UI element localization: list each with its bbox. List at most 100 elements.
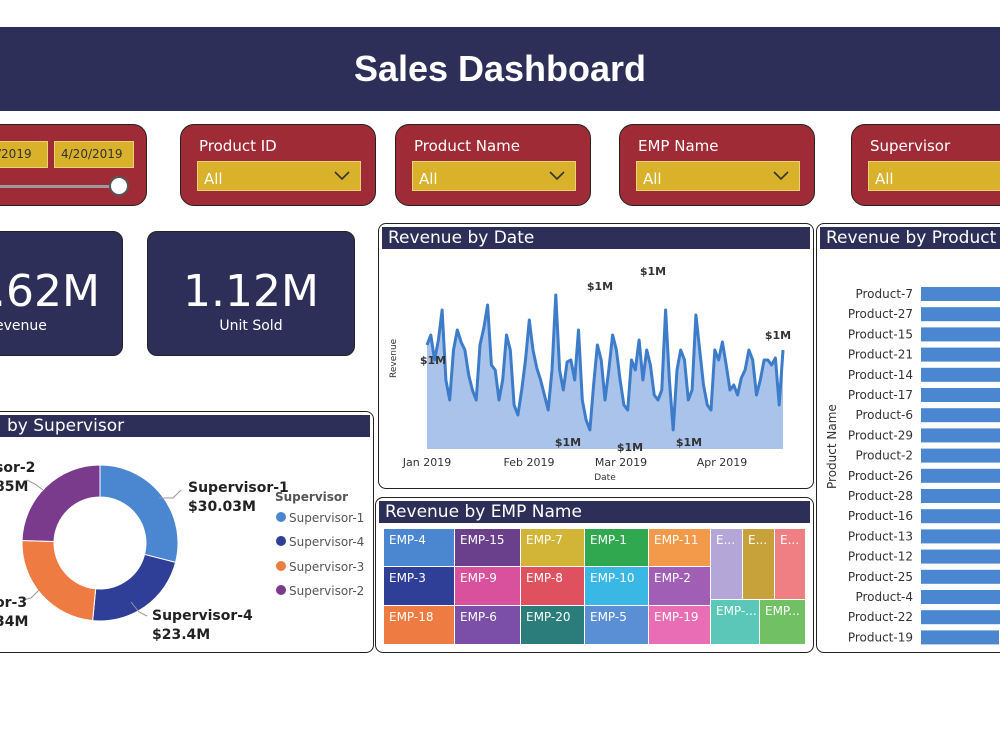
product-bar[interactable] xyxy=(921,489,1000,503)
treemap-tile[interactable]: EMP-19 xyxy=(649,606,710,644)
data-label: $1M xyxy=(765,329,791,342)
treemap-tile[interactable]: EMP-15 xyxy=(455,529,520,566)
product-bar[interactable] xyxy=(921,549,1000,564)
y-tick-label: Product-4 xyxy=(855,590,913,604)
kpi-label: Unit Sold xyxy=(219,318,283,334)
product-id-dropdown[interactable]: All xyxy=(197,161,361,191)
slicer-label: Supervisor xyxy=(870,137,951,155)
treemap-tile[interactable]: E... xyxy=(743,529,774,599)
treemap-tile[interactable]: EMP-8 xyxy=(521,567,584,605)
product-bar[interactable] xyxy=(921,388,1000,402)
supervisor-dropdown[interactable]: All xyxy=(868,161,1000,191)
legend-item[interactable]: Supervisor-1 xyxy=(276,511,364,525)
y-tick-label: Product-12 xyxy=(848,550,913,564)
product-bar[interactable] xyxy=(921,367,1000,382)
product-name-dropdown[interactable]: All xyxy=(412,161,576,191)
product-bar[interactable] xyxy=(921,630,999,645)
product-bar[interactable] xyxy=(921,529,1000,544)
revenue-area xyxy=(427,295,783,449)
y-tick-label: Product-2 xyxy=(855,449,913,463)
product-bar[interactable] xyxy=(921,327,1000,342)
y-axis-label: Revenue xyxy=(389,338,399,378)
treemap-tile[interactable]: EMP-3 xyxy=(384,567,454,605)
donut-slice[interactable] xyxy=(21,540,97,622)
card-title: Revenue by EMP Name xyxy=(379,501,810,523)
date-slider-track[interactable] xyxy=(0,185,115,188)
dashboard-header: Sales Dashboard xyxy=(0,27,1000,111)
donut-slice[interactable] xyxy=(99,464,179,564)
y-tick-label: Product-16 xyxy=(848,509,913,523)
product-bar[interactable] xyxy=(921,428,1000,443)
emp-name-dropdown[interactable]: All xyxy=(636,161,800,191)
treemap-tile[interactable]: EMP-2 xyxy=(649,567,710,605)
treemap-tile[interactable]: EMP-... xyxy=(711,600,759,644)
treemap-tile[interactable]: E... xyxy=(711,529,742,599)
treemap-tile[interactable]: EMP-10 xyxy=(585,567,648,605)
treemap-tile[interactable]: E... xyxy=(775,529,805,599)
start-date-input[interactable]: /2019 xyxy=(0,141,48,168)
data-label: $1M xyxy=(640,265,666,278)
treemap-tile[interactable]: EMP-1 xyxy=(585,529,648,566)
y-tick-label: Product-14 xyxy=(848,368,913,382)
treemap-tile[interactable]: EMP-11 xyxy=(649,529,710,566)
slice-label-value: 85M xyxy=(0,479,28,495)
leader-line xyxy=(22,589,40,601)
supervisor-slicer: Supervisor All xyxy=(851,124,1000,206)
product-bar[interactable] xyxy=(921,569,1000,584)
legend-dot xyxy=(276,561,286,571)
revenue-by-date-chart: Revenue Date Jan 2019 Feb 2019 Mar 2019 … xyxy=(389,265,791,483)
data-label: $1M xyxy=(420,354,446,367)
product-bar[interactable] xyxy=(921,590,1000,604)
treemap-tile[interactable]: EMP-7 xyxy=(521,529,584,566)
revenue-by-product-chart: Product Name Re Product-7Product-27Produ… xyxy=(825,287,1000,647)
y-tick-label: Product-29 xyxy=(848,428,913,442)
treemap-tile[interactable]: EMP-9 xyxy=(455,567,520,605)
treemap-tile[interactable]: EMP-4 xyxy=(384,529,454,566)
data-label: $1M xyxy=(587,280,613,293)
product-bar[interactable] xyxy=(921,287,1000,301)
donut-slice[interactable] xyxy=(21,464,101,543)
y-tick-label: Product-27 xyxy=(848,307,913,321)
dropdown-value: All xyxy=(875,170,894,188)
legend-dot xyxy=(276,512,286,522)
y-tick-label: Product-21 xyxy=(848,348,913,362)
product-bar[interactable] xyxy=(921,468,1000,483)
product-bar[interactable] xyxy=(921,610,1000,625)
treemap-tile[interactable]: EMP-5 xyxy=(585,606,648,644)
product-bar[interactable] xyxy=(921,448,1000,463)
y-axis-label: Product Name xyxy=(825,404,839,489)
legend-label: Supervisor-4 xyxy=(289,535,364,549)
treemap-tile[interactable]: EMP-18 xyxy=(384,606,454,644)
slicer-label: Product Name xyxy=(414,137,520,155)
product-bar[interactable] xyxy=(921,509,1000,524)
x-tick-label: Mar 2019 xyxy=(595,456,647,469)
dashboard-title: Sales Dashboard xyxy=(353,48,647,89)
card-title: by Supervisor xyxy=(0,415,370,437)
data-label: $1M xyxy=(555,436,581,449)
slice-label-value: $30.03M xyxy=(188,499,256,515)
legend-item[interactable]: Supervisor-3 xyxy=(276,560,364,574)
slicer-label: EMP Name xyxy=(638,137,719,155)
legend-item[interactable]: Supervisor-2 xyxy=(276,584,364,598)
treemap-tile[interactable]: EMP-20 xyxy=(521,606,584,644)
product-bar[interactable] xyxy=(921,408,1000,423)
product-name-slicer: Product Name All xyxy=(395,124,591,206)
product-bar[interactable] xyxy=(921,307,1000,322)
end-date-input[interactable]: 4/20/2019 xyxy=(54,141,134,168)
emp-treemap: EMP-4 EMP-15 EMP-7 EMP-1 EMP-11 E... E... E... E… xyxy=(376,498,813,652)
legend-label: Supervisor-3 xyxy=(289,560,364,574)
treemap-tile[interactable]: EMP... xyxy=(760,600,805,644)
slice-label-value: $23.4M xyxy=(152,627,210,643)
date-slider-handle[interactable] xyxy=(109,176,129,196)
dropdown-value: All xyxy=(643,170,662,188)
unit-sold-card: 1.12M Unit Sold xyxy=(147,231,355,356)
slice-label-name: or-3 xyxy=(0,595,27,611)
emp-name-slicer: EMP Name All xyxy=(619,124,815,206)
card-title: Revenue by Product xyxy=(820,227,1000,249)
product-bar[interactable] xyxy=(921,347,1000,362)
legend-title: Supervisor xyxy=(275,490,348,504)
y-tick-label: Product-25 xyxy=(848,570,913,584)
treemap-tile[interactable]: EMP-6 xyxy=(455,606,520,644)
data-label: $1M xyxy=(617,441,643,454)
legend-item[interactable]: Supervisor-4 xyxy=(276,535,364,549)
